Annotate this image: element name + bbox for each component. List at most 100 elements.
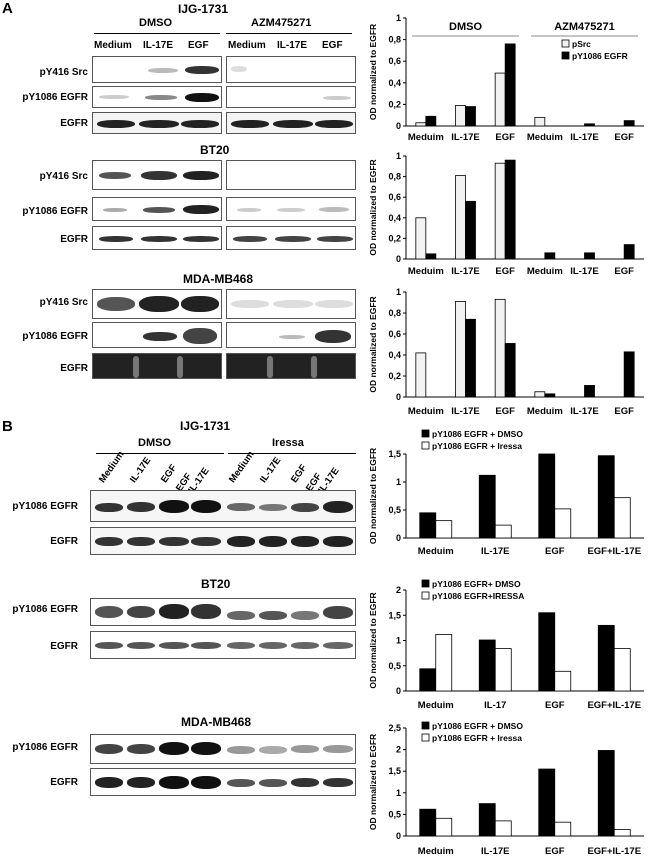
western-blot [92,112,222,134]
category-label: EGF [495,132,515,143]
western-blot [226,226,356,250]
bar [478,639,496,692]
y-tick-label: 0,6 [388,56,401,66]
bar [494,648,512,692]
blot-row-label: pY416 Src [39,171,88,182]
western-blot [92,353,222,379]
western-blot [90,734,356,764]
y-tick-label: 1,5 [388,610,401,620]
category-label: IL-17E [481,546,510,557]
category-label: EGF+IL-17E [587,546,641,557]
bar-chart: 0 0,2 0,4 0,6 0,8 1 OD normalized to EGFR Medui… [368,287,644,417]
western-blot [226,86,356,108]
y-tick-label: 0 [396,392,401,402]
western-blot [92,86,222,108]
bar [544,252,556,260]
condition-label: AZM475271 [251,17,312,29]
legend-swatch [561,39,570,48]
category-label: EGF [545,846,565,857]
legend-label: pSrc [572,39,591,49]
legend-swatch [561,51,570,60]
category-label: IL-17E [570,132,599,143]
category-label: EGF [614,132,634,143]
y-tick-label: 1 [396,636,401,646]
y-axis-label: OD normalized to EGFR [368,592,378,688]
western-blot [92,289,222,319]
blot-row-label: EGFR [50,641,78,652]
bar [494,298,506,398]
category-label: Meduim [527,406,563,417]
category-label: Meduim [527,266,563,277]
category-label: EGF [614,266,634,277]
blot-row-label: EGFR [60,363,88,374]
bar [538,612,556,692]
category-label: Meduim [418,700,454,711]
y-tick-label: 1 [396,477,401,487]
y-tick-label: 0 [396,533,401,543]
bar [538,453,556,539]
blot-row-label: EGFR [60,118,88,129]
bar [419,668,437,692]
y-tick-label: 0,2 [388,233,401,243]
blot-row-label: EGFR [60,234,88,245]
cell-line-title: BT20 [200,143,230,157]
y-tick-label: 0,8 [388,308,401,318]
western-blot [226,322,356,348]
bar [544,393,556,398]
category-label: IL-17E [451,266,480,277]
bar [494,72,506,127]
lane-label: EGF [288,462,310,485]
category-label: IL-17E [451,132,480,143]
blot-row-label: pY1086 EGFR [12,501,78,512]
cell-line-title: IJG-1731 [180,419,231,433]
bar [455,301,466,398]
bar-chart: 0 0,2 0,4 0,6 0,8 1 OD normalized to EGFR Medui… [368,13,644,143]
bar [465,318,476,398]
bar [494,820,512,837]
bar [623,120,635,127]
blot-row-label: pY1086 EGFR [22,206,88,217]
y-tick-label: 0 [396,831,401,841]
y-tick-label: 0,5 [388,505,401,515]
lane-label: EGF [188,40,209,51]
bar [419,512,437,539]
blot-row-label: pY1086 EGFR [12,604,78,615]
y-tick-label: 0,2 [388,371,401,381]
category-label: IL-17 [484,700,506,711]
legend-label: pY1086 EGFR + DMSO [432,721,523,731]
legend-label: pY1086 EGFR+ DMSO [432,579,521,589]
bar [478,803,496,837]
legend-label: pY1086 EGFR + DMSO [432,429,523,439]
lane-label: Medium [228,40,266,51]
western-blot [90,631,356,659]
bar [504,43,516,127]
bar [597,624,615,692]
cell-line-title: IJG-1731 [178,2,229,16]
bar [597,455,615,539]
western-blot [226,289,356,319]
y-tick-label: 0,5 [388,809,401,819]
legend-swatch [421,441,430,450]
lane-label: IL-17E [277,40,308,51]
legend-swatch [421,591,430,600]
category-label: Meduim [418,846,454,857]
y-axis-label: OD normalized to EGFR [368,448,378,544]
category-label: EGF [495,266,515,277]
western-blot [92,197,222,221]
western-blot [90,598,356,626]
y-tick-label: 1 [396,287,401,297]
bar-chart: 0 0,5 1 1,5 2 2,5 OD normalized to EGFR Meduim I… [368,721,644,857]
y-tick-label: 0,6 [388,192,401,202]
lane-label: IL-17E [257,455,284,485]
bar [415,352,427,398]
bar-chart: 0 0,5 1 1,5 2 OD normalized to EGFR Meduim IL-1… [368,579,644,711]
bar [494,162,506,260]
bar [455,105,466,127]
blot-row-label: pY416 Src [39,67,88,78]
panel-a-letter: A [2,0,13,17]
legend-swatch [421,733,430,742]
legend-swatch [421,429,430,438]
cell-line-title: MDA-MB468 [181,715,252,729]
bar [534,391,546,398]
western-blot [92,322,222,348]
